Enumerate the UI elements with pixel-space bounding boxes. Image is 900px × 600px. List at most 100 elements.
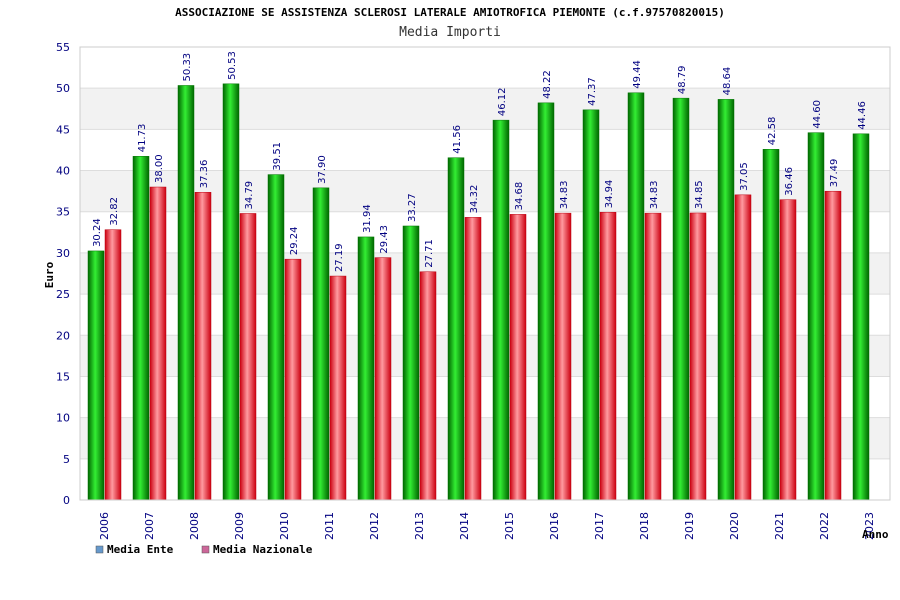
x-tick-label: 2018 xyxy=(638,512,651,540)
y-tick-label: 45 xyxy=(56,123,70,136)
legend-label-media-ente: Media Ente xyxy=(107,543,174,556)
value-label: 34.94 xyxy=(604,180,615,209)
bar-media-nazionale xyxy=(374,257,392,501)
legend-swatch-media-nazionale xyxy=(201,545,210,554)
value-label: 30.24 xyxy=(92,218,103,247)
y-tick-label: 10 xyxy=(56,412,70,425)
bar-media-nazionale xyxy=(419,271,437,501)
x-axis-label: Anno xyxy=(862,528,889,541)
x-tick-label: 2014 xyxy=(458,512,471,540)
grid-bands xyxy=(80,88,890,459)
value-label: 44.60 xyxy=(812,100,823,129)
bar-media-nazionale xyxy=(509,214,527,501)
y-tick-label: 30 xyxy=(56,247,70,260)
grid-band xyxy=(80,88,890,130)
value-label: 34.85 xyxy=(694,180,705,209)
grid-band xyxy=(80,252,890,295)
bar-media-nazionale xyxy=(104,229,122,501)
x-tick-label: 2008 xyxy=(188,512,201,540)
y-tick-label: 20 xyxy=(56,329,70,342)
value-labels: 30.24 32.82 41.73 38.00 50.33 37.36 50.53 34.79… xyxy=(92,51,868,272)
bar-media-ente xyxy=(447,157,465,501)
bar-media-nazionale xyxy=(239,213,257,501)
bars xyxy=(87,83,870,501)
value-label: 31.94 xyxy=(362,204,373,233)
grid-band xyxy=(80,335,890,377)
legend-label-media-nazionale: Media Nazionale xyxy=(213,543,313,556)
value-label: 48.22 xyxy=(542,70,553,99)
bar-media-ente xyxy=(132,156,150,501)
bar-media-nazionale xyxy=(734,194,752,501)
value-label: 50.33 xyxy=(182,53,193,82)
y-axis-ticks: 0 5 10 15 20 25 30 35 40 45 50 55 xyxy=(56,41,70,507)
x-tick-label: 2011 xyxy=(323,512,336,540)
x-tick-label: 2016 xyxy=(548,512,561,540)
y-tick-label: 35 xyxy=(56,206,70,219)
bar-media-ente xyxy=(582,109,600,501)
value-label: 29.24 xyxy=(289,227,300,256)
x-tick-label: 2019 xyxy=(683,512,696,540)
x-tick-label: 2012 xyxy=(368,512,381,540)
y-tick-label: 0 xyxy=(63,494,70,507)
x-tick-label: 2015 xyxy=(503,512,516,540)
value-label: 37.49 xyxy=(829,159,840,188)
bar-media-ente xyxy=(87,250,105,501)
value-label: 27.71 xyxy=(424,239,435,268)
y-tick-label: 15 xyxy=(56,370,70,383)
value-label: 41.73 xyxy=(137,124,148,153)
bar-media-ente xyxy=(807,132,825,501)
y-tick-label: 40 xyxy=(56,165,70,178)
x-tick-label: 2007 xyxy=(143,512,156,540)
value-label: 49.44 xyxy=(632,60,643,89)
bar-media-ente xyxy=(717,99,735,501)
legend-swatch-media-ente xyxy=(95,545,104,554)
x-tick-label: 2021 xyxy=(773,512,786,540)
value-label: 33.27 xyxy=(407,193,418,222)
x-axis-ticks: 2006 2007 2008 2009 2010 2011 2012 2013 2014 2015… xyxy=(98,512,876,540)
grid-band xyxy=(80,417,890,459)
grid-band xyxy=(80,170,890,212)
x-tick-label: 2022 xyxy=(818,512,831,540)
bar-media-ente xyxy=(852,133,870,501)
value-label: 39.51 xyxy=(272,142,283,171)
value-label: 37.36 xyxy=(199,160,210,189)
value-label: 34.79 xyxy=(244,181,255,210)
x-tick-label: 2006 xyxy=(98,512,111,540)
value-label: 32.82 xyxy=(109,197,120,226)
value-label: 27.19 xyxy=(334,243,345,272)
bar-media-ente xyxy=(357,236,375,501)
bar-media-nazionale xyxy=(554,212,572,501)
bar-media-nazionale xyxy=(464,217,482,501)
bar-media-ente xyxy=(402,225,420,501)
bar-media-ente xyxy=(672,97,690,501)
value-label: 48.79 xyxy=(677,66,688,95)
value-label: 36.46 xyxy=(784,167,795,196)
x-tick-label: 2017 xyxy=(593,512,606,540)
bar-media-nazionale xyxy=(284,258,302,501)
bar-media-ente xyxy=(627,92,645,501)
value-label: 34.83 xyxy=(649,180,660,209)
chart-subtitle: Media Importi xyxy=(399,25,501,40)
value-label: 37.05 xyxy=(739,162,750,191)
value-label: 38.00 xyxy=(154,154,165,183)
value-label: 47.37 xyxy=(587,77,598,106)
bar-media-nazionale xyxy=(194,192,212,501)
bar-media-nazionale xyxy=(599,211,617,501)
bar-media-nazionale xyxy=(779,199,797,501)
x-tick-label: 2020 xyxy=(728,512,741,540)
bar-media-ente xyxy=(222,83,240,501)
bar-media-nazionale xyxy=(329,275,347,501)
legend: Media Ente Media Nazionale xyxy=(95,543,313,556)
value-label: 34.83 xyxy=(559,180,570,209)
value-label: 29.43 xyxy=(379,225,390,254)
x-tick-label: 2009 xyxy=(233,512,246,540)
y-tick-label: 50 xyxy=(56,82,70,95)
y-axis-label: Euro xyxy=(43,261,56,288)
x-tick-label: 2013 xyxy=(413,512,426,540)
y-tick-label: 5 xyxy=(63,453,70,466)
bar-media-ente xyxy=(312,187,330,501)
value-label: 42.58 xyxy=(767,117,778,146)
y-tick-label: 55 xyxy=(56,41,70,54)
chart-title: ASSOCIAZIONE SE ASSISTENZA SCLEROSI LATE… xyxy=(175,6,725,19)
